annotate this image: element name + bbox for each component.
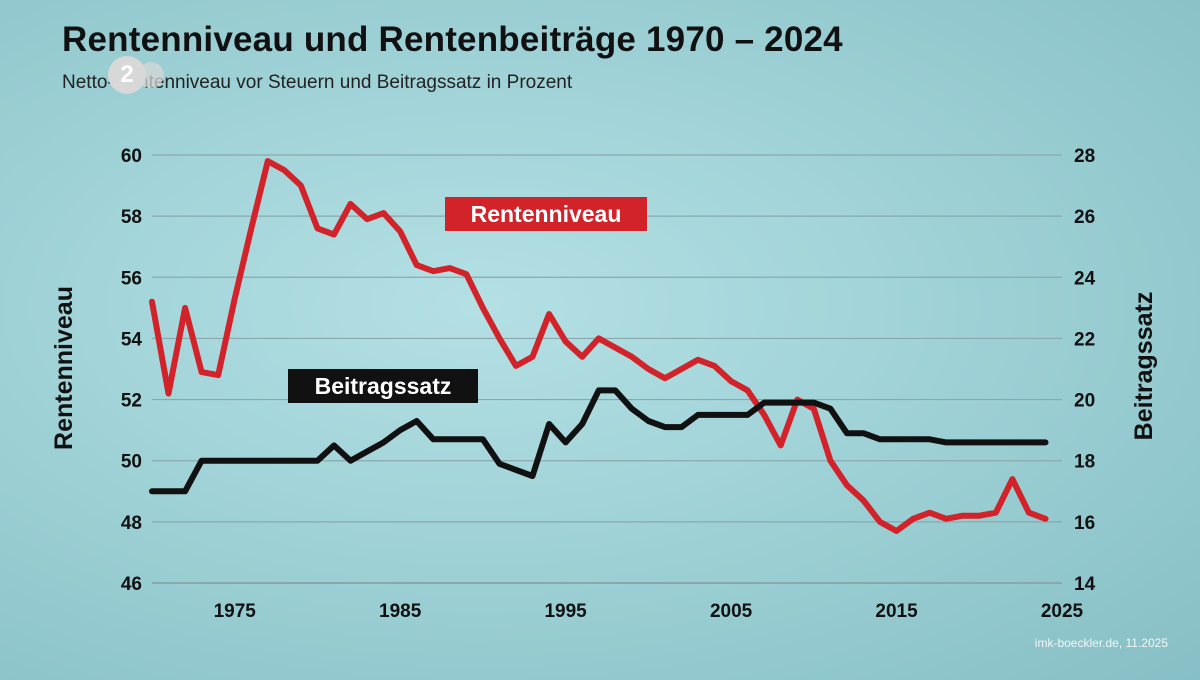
- right-tick-label-24: 24: [1074, 268, 1096, 289]
- left-axis-title: Rentenniveau: [50, 286, 78, 450]
- annotation-box-beitragssatz: [288, 369, 478, 403]
- source-credit: imk-boeckler.de, 11.2025: [1034, 636, 1168, 650]
- right-tick-label-16: 16: [1074, 513, 1095, 534]
- chart-title: Rentenniveau und Rentenbeiträge 1970 – 2…: [62, 20, 843, 59]
- series-annotations: Rentenniveau Beitragssatz: [288, 197, 647, 403]
- right-axis-ticks: 14 16 18 20 22 24 26 28: [1074, 146, 1096, 595]
- left-tick-label-58: 58: [121, 207, 142, 228]
- left-tick-label-54: 54: [121, 329, 143, 350]
- left-tick-label-56: 56: [121, 268, 142, 289]
- x-tick-label-2025: 2025: [1041, 601, 1084, 622]
- annotation-box-rentenniveau: [445, 197, 647, 231]
- annotation-label-rentenniveau: Rentenniveau: [471, 201, 622, 227]
- series-line-rentenniveau: [149, 158, 1049, 534]
- left-tick-label-60: 60: [121, 146, 142, 167]
- zdf-logo-badge: 2: [108, 56, 146, 94]
- annotation-label-beitragssatz: Beitragssatz: [315, 373, 452, 399]
- right-tick-label-26: 26: [1074, 207, 1095, 228]
- right-tick-label-22: 22: [1074, 329, 1095, 350]
- x-tick-label-1995: 1995: [544, 601, 587, 622]
- right-tick-label-28: 28: [1074, 146, 1095, 167]
- right-axis-title: Beitragssatz: [1130, 292, 1158, 441]
- x-tick-label-1985: 1985: [379, 601, 422, 622]
- right-tick-label-14: 14: [1074, 574, 1096, 595]
- right-tick-label-20: 20: [1074, 391, 1095, 412]
- x-tick-label-2015: 2015: [875, 601, 918, 622]
- x-tick-label-1975: 1975: [214, 601, 257, 622]
- x-axis-ticks: 1975 1985 1995 2005 2015 2025: [214, 601, 1084, 622]
- right-tick-label-18: 18: [1074, 452, 1095, 473]
- left-tick-label-50: 50: [121, 452, 142, 473]
- chart-subtitle: Netto-Rentenniveau vor Steuern und Beitr…: [62, 72, 573, 93]
- series-line-beitragssatz: [149, 387, 1049, 495]
- series-lines: [149, 158, 1049, 534]
- left-tick-label-48: 48: [121, 513, 142, 534]
- left-axis-ticks: 46 48 50 52 54 56 58 60: [121, 146, 143, 595]
- left-tick-label-52: 52: [121, 391, 142, 412]
- x-tick-label-2005: 2005: [710, 601, 753, 622]
- left-tick-label-46: 46: [121, 574, 142, 595]
